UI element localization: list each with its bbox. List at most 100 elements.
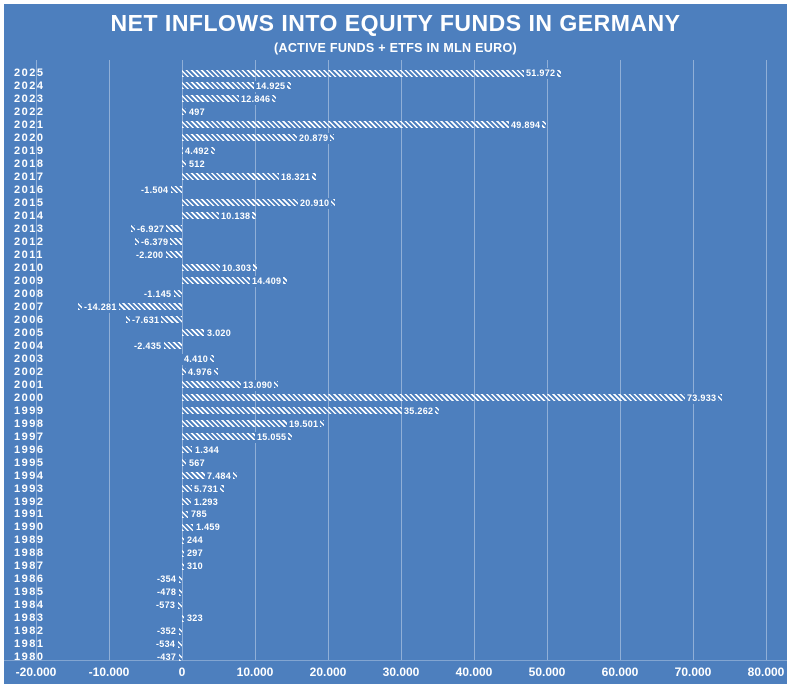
value-label: 14.409 — [250, 276, 284, 287]
year-label: 2004 — [14, 340, 45, 352]
year-label: 1996 — [14, 444, 45, 456]
value-label: 323 — [187, 613, 203, 623]
bar — [179, 576, 182, 583]
value-label: 4.410 — [182, 354, 211, 365]
year-label: 1986 — [14, 573, 45, 585]
bar — [182, 394, 722, 401]
year-label: 2016 — [14, 184, 45, 196]
bar — [182, 108, 186, 115]
chart-title: NET INFLOWS INTO EQUITY FUNDS IN GERMANY — [110, 10, 681, 36]
x-tick-label: 10.000 — [236, 665, 274, 679]
x-tick-label: 60.000 — [601, 665, 639, 679]
value-label: 567 — [189, 458, 205, 468]
value-label: 51.972 — [524, 68, 558, 79]
x-tick-label: -10.000 — [88, 665, 130, 679]
year-label: 1993 — [14, 483, 45, 495]
value-label: -437 — [157, 652, 177, 662]
bar — [182, 70, 561, 77]
bar — [171, 186, 182, 193]
value-label: 1.344 — [195, 445, 220, 455]
bar — [179, 654, 182, 661]
year-label: 1987 — [14, 560, 45, 572]
bar — [182, 95, 276, 102]
bar — [179, 589, 182, 596]
year-label: 1982 — [14, 625, 45, 637]
year-label: 2002 — [14, 366, 45, 378]
year-label: 1991 — [14, 508, 45, 520]
bar — [182, 498, 191, 505]
bar — [182, 459, 186, 466]
bar — [182, 277, 287, 284]
value-label: -1.504 — [141, 185, 169, 195]
value-label: 310 — [187, 561, 203, 571]
year-label: 2017 — [14, 171, 45, 183]
year-label: 2011 — [14, 249, 44, 261]
gridline — [109, 60, 110, 660]
bar — [182, 199, 335, 206]
value-label: -7.631 — [130, 315, 162, 326]
value-label: 10.303 — [220, 263, 254, 274]
value-label: 3.020 — [207, 328, 232, 338]
year-label: 1999 — [14, 405, 45, 417]
value-label: -14.281 — [82, 302, 119, 313]
bar — [164, 342, 182, 349]
value-label: 4.976 — [186, 367, 215, 378]
bar — [78, 303, 182, 310]
bar — [182, 615, 184, 622]
bar — [182, 511, 188, 518]
value-label: -2.435 — [134, 341, 162, 351]
year-label: 2006 — [14, 314, 45, 326]
year-label: 1988 — [14, 547, 45, 559]
year-label: 2001 — [14, 379, 45, 391]
year-label: 1994 — [14, 470, 45, 482]
bar — [182, 550, 184, 557]
value-label: 49.894 — [509, 120, 543, 131]
chart-panel: NET INFLOWS INTO EQUITY FUNDS IN GERMANY… — [4, 4, 787, 684]
year-label: 1992 — [14, 496, 45, 508]
year-label: 1980 — [14, 651, 45, 663]
gridline — [474, 60, 475, 660]
bar — [182, 420, 324, 427]
value-label: 20.879 — [297, 133, 331, 144]
value-label: -6.927 — [135, 224, 167, 235]
year-label: 2000 — [14, 392, 45, 404]
value-label: -2.200 — [136, 250, 164, 260]
year-label: 1990 — [14, 521, 45, 533]
bar — [178, 641, 182, 648]
year-label: 2007 — [14, 301, 45, 313]
x-tick-label: 30.000 — [382, 665, 420, 679]
value-label: -352 — [157, 626, 177, 636]
year-label: 1998 — [14, 418, 45, 430]
year-label: 2008 — [14, 288, 45, 300]
x-axis-line — [4, 660, 787, 661]
value-label: 512 — [189, 159, 205, 169]
value-label: -6.379 — [139, 237, 171, 248]
bar — [182, 160, 186, 167]
bar — [182, 329, 204, 336]
bar — [182, 407, 439, 414]
value-label: 4.492 — [183, 146, 212, 157]
value-label: 297 — [187, 548, 203, 558]
bar — [182, 563, 184, 570]
value-label: 19.501 — [287, 419, 321, 430]
year-label: 2018 — [14, 158, 45, 170]
bar — [182, 381, 278, 388]
year-label: 2005 — [14, 327, 45, 339]
year-label: 1989 — [14, 534, 45, 546]
value-label: -534 — [156, 639, 176, 649]
gridline — [620, 60, 621, 660]
value-label: 14.925 — [254, 81, 288, 92]
value-label: -478 — [157, 587, 177, 597]
year-label: 1995 — [14, 457, 45, 469]
bar — [179, 628, 182, 635]
bar — [182, 446, 192, 453]
bar — [178, 602, 182, 609]
year-label: 2019 — [14, 145, 45, 157]
value-label: 785 — [191, 509, 207, 519]
year-label: 2009 — [14, 275, 45, 287]
value-label: -573 — [156, 600, 176, 610]
year-label: 2022 — [14, 106, 45, 118]
bar — [166, 251, 182, 258]
year-label: 2013 — [14, 223, 45, 235]
